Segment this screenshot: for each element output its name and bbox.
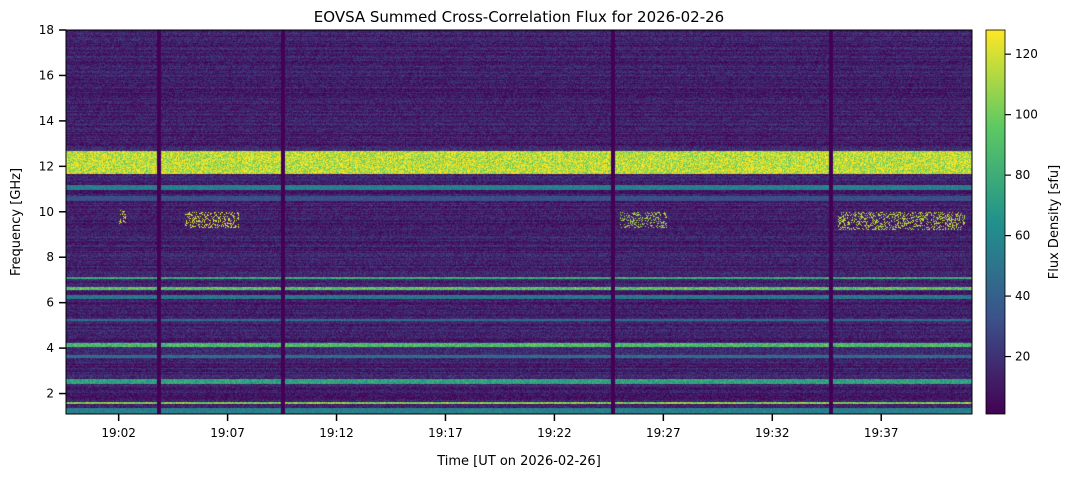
y-tick-label: 16 — [39, 68, 54, 82]
x-tick-label: 19:32 — [755, 426, 790, 440]
x-axis-label: Time [UT on 2026-02-26] — [436, 454, 601, 469]
y-tick-label: 10 — [39, 205, 54, 219]
colorbar-tick-label: 60 — [1015, 229, 1030, 243]
y-axis-label: Frequency [GHz] — [9, 168, 24, 276]
colorbar-tick-label: 80 — [1015, 168, 1030, 182]
colorbar-tick-label: 40 — [1015, 289, 1030, 303]
y-tick-label: 12 — [39, 159, 54, 173]
x-tick-label: 19:12 — [319, 426, 354, 440]
chart-title: EOVSA Summed Cross-Correlation Flux for … — [314, 8, 724, 26]
x-tick-label: 19:22 — [537, 426, 572, 440]
x-tick-label: 19:17 — [428, 426, 463, 440]
spectrogram-image — [66, 30, 972, 414]
x-tick-label: 19:27 — [646, 426, 681, 440]
y-axis: 2 4 6 8 10 12 14 16 18 — [39, 23, 66, 401]
y-tick-label: 4 — [46, 341, 54, 355]
colorbar-tick-label: 100 — [1015, 108, 1038, 122]
y-tick-label: 2 — [46, 387, 54, 401]
y-tick-label: 8 — [46, 250, 54, 264]
spectrogram-area — [66, 30, 972, 414]
y-tick-label: 18 — [39, 23, 54, 37]
x-axis: 19:02 19:07 19:12 19:17 19:22 19:27 19:32 19:37 — [101, 414, 899, 440]
colorbar-tick-label: 20 — [1015, 350, 1030, 364]
colorbar-axis: 20 40 60 80 100 120 — [1005, 47, 1038, 364]
plot-frame — [65, 29, 973, 415]
x-tick-label: 19:37 — [864, 426, 899, 440]
y-tick-label: 14 — [39, 114, 54, 128]
x-tick-label: 19:02 — [101, 426, 136, 440]
x-tick-label: 19:07 — [210, 426, 245, 440]
colorbar — [985, 29, 1006, 415]
y-tick-label: 6 — [46, 296, 54, 310]
colorbar-label: Flux Density [sfu] — [1047, 165, 1062, 279]
colorbar-tick-label: 120 — [1015, 47, 1038, 61]
